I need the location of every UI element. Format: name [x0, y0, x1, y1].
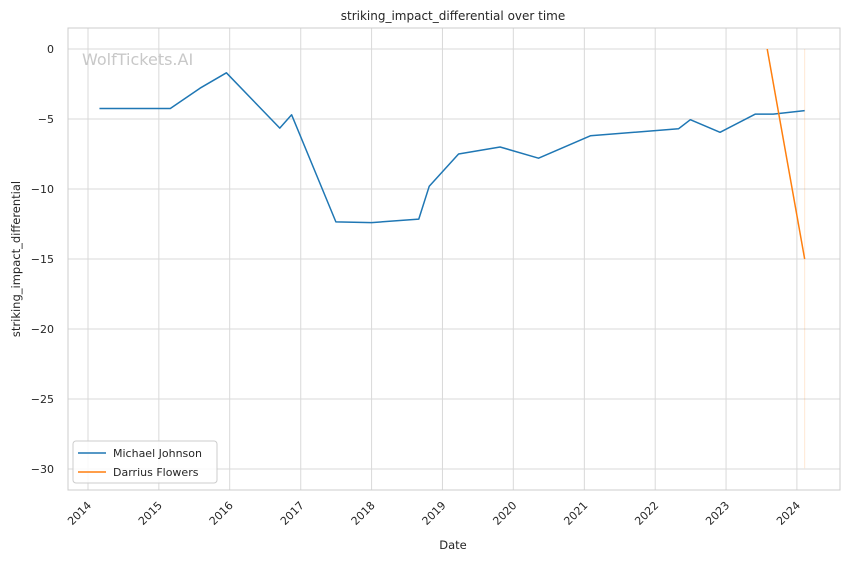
series-line-1	[766, 48, 806, 260]
y-axis-title: striking_impact_differential	[9, 181, 23, 337]
y-tick-label: −5	[38, 113, 54, 126]
series-lines	[99, 48, 806, 260]
series-line-0	[99, 72, 805, 224]
legend: Michael Johnson Darrius Flowers	[72, 440, 218, 484]
y-tick-label: −20	[31, 323, 54, 336]
legend-label: Michael Johnson	[113, 447, 202, 460]
x-axis-title: Date	[439, 538, 467, 552]
watermark-text: WolfTickets.AI	[82, 50, 193, 69]
y-tick-label: −30	[31, 463, 54, 476]
legend-label: Darrius Flowers	[113, 466, 199, 479]
y-axis-ticks: 0 −5 −10 −15 −20 −25 −30	[31, 43, 54, 476]
plot-frame	[67, 27, 841, 491]
legend-box	[72, 440, 218, 484]
y-tick-label: −15	[31, 253, 54, 266]
y-tick-label: −10	[31, 183, 54, 196]
y-tick-label: −25	[31, 393, 54, 406]
chart-title: striking_impact_differential over time	[341, 9, 566, 23]
grid	[68, 28, 840, 490]
y-tick-label: 0	[47, 43, 54, 56]
